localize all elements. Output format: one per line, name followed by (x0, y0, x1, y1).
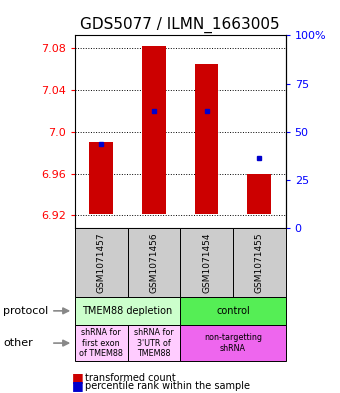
Bar (248, 174, 271, 214)
Text: non-targetting
shRNA: non-targetting shRNA (204, 333, 262, 353)
Text: GSM1071457: GSM1071457 (97, 232, 106, 293)
Bar (142, 46, 166, 214)
Text: ■: ■ (71, 371, 83, 384)
Bar (89, 142, 113, 214)
Text: percentile rank within the sample: percentile rank within the sample (85, 380, 250, 391)
Text: other: other (3, 338, 33, 348)
Text: transformed count: transformed count (85, 373, 176, 383)
Text: ■: ■ (71, 379, 83, 392)
Text: GSM1071455: GSM1071455 (255, 232, 264, 293)
Text: TMEM88 depletion: TMEM88 depletion (82, 306, 173, 316)
Text: protocol: protocol (3, 306, 49, 316)
Text: GSM1071456: GSM1071456 (149, 232, 158, 293)
Text: shRNA for
first exon
of TMEM88: shRNA for first exon of TMEM88 (79, 328, 123, 358)
Text: shRNA for
3'UTR of
TMEM88: shRNA for 3'UTR of TMEM88 (134, 328, 174, 358)
Text: GSM1071454: GSM1071454 (202, 232, 211, 292)
Text: control: control (216, 306, 250, 316)
Bar (195, 64, 218, 214)
Title: GDS5077 / ILMN_1663005: GDS5077 / ILMN_1663005 (80, 17, 280, 33)
